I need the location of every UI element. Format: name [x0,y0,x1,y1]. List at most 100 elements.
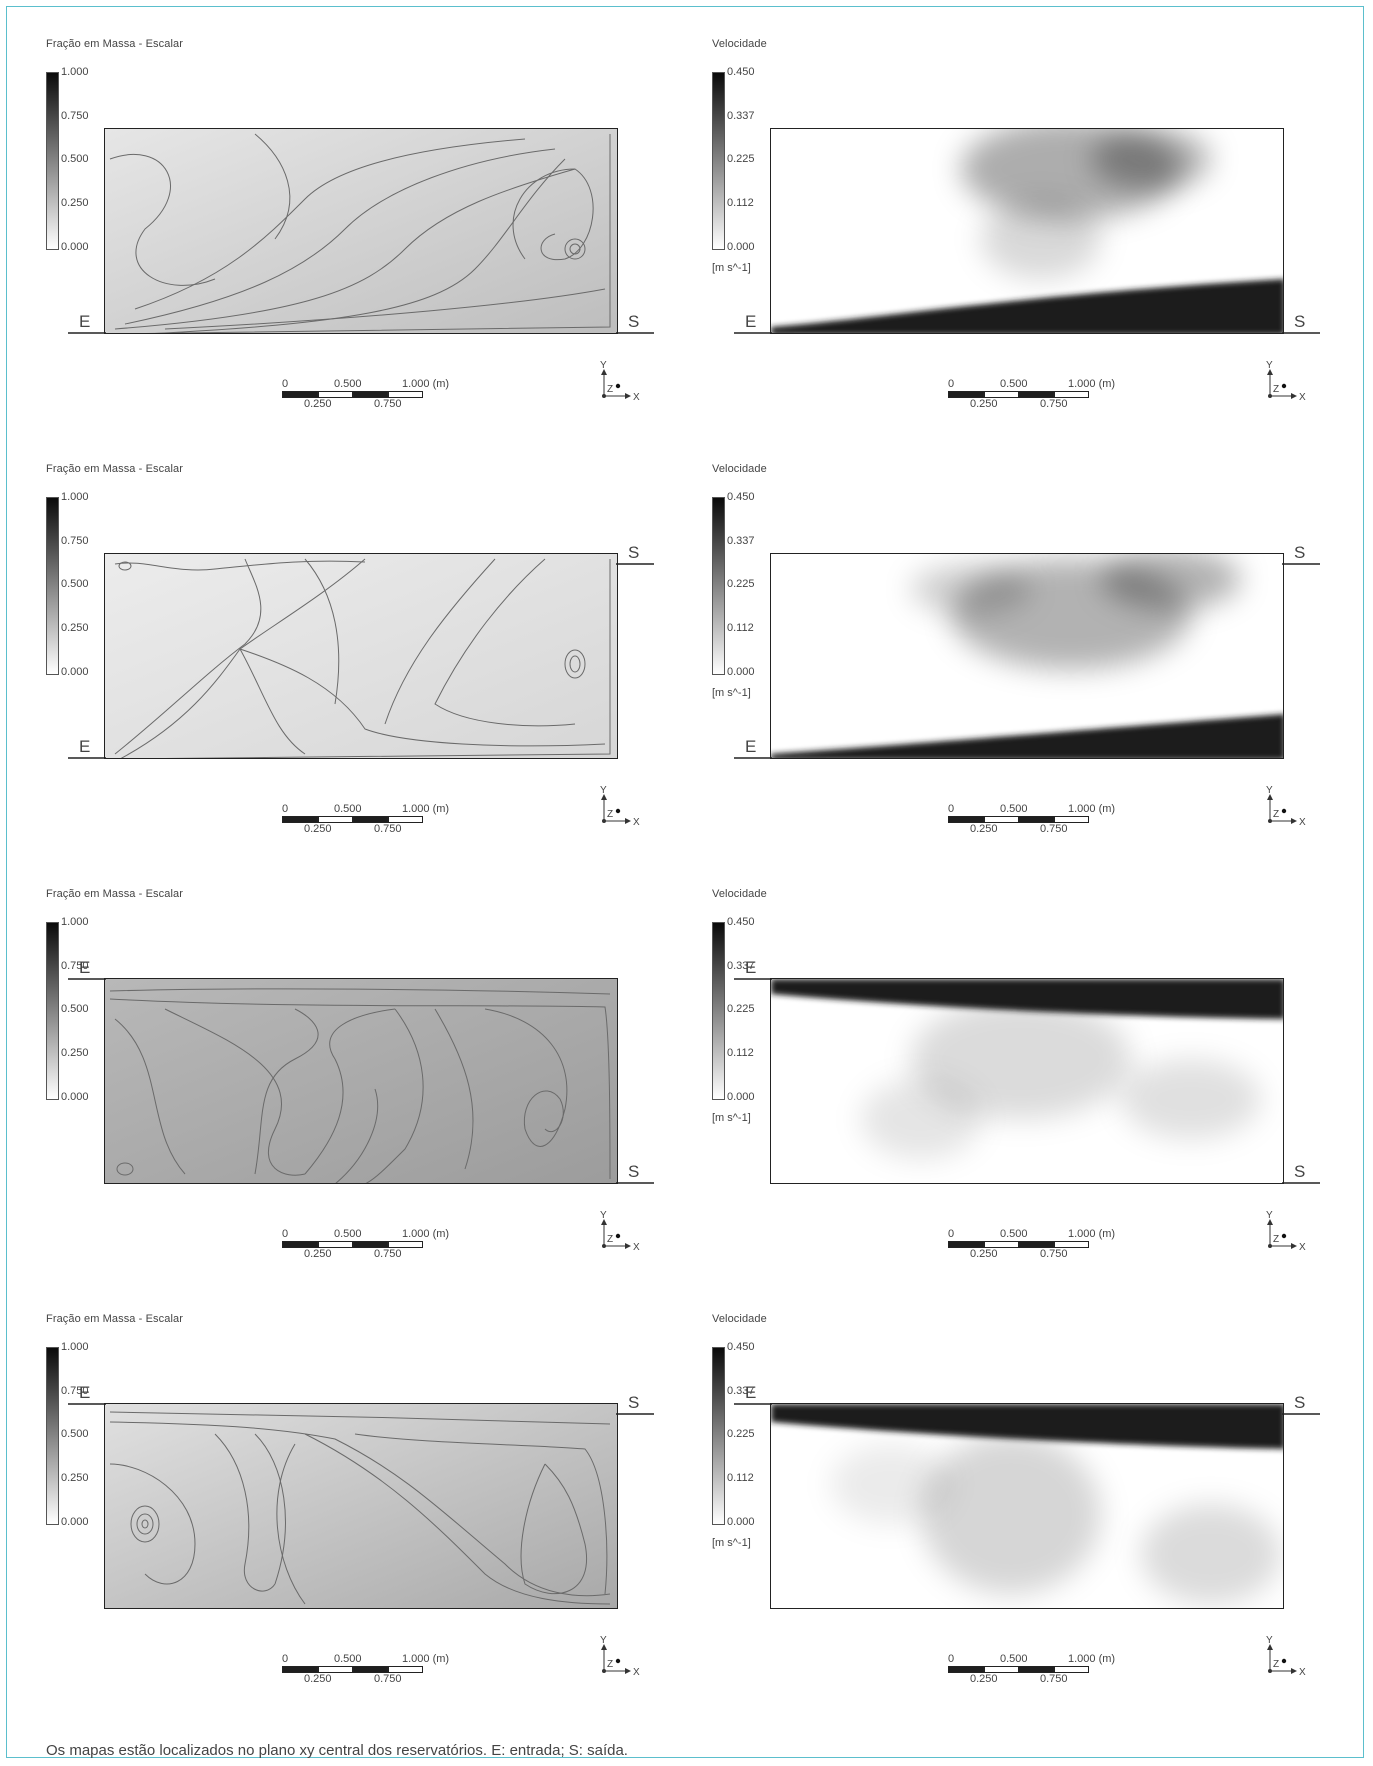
scale-bar: 0 0.500 1.000 (m) 0.250 0.750 [948,378,1138,418]
z-axis-dot [1281,383,1287,389]
outlet-label: S [1294,1162,1306,1181]
scale-segment [318,1666,353,1673]
scale-label: 0.250 [304,398,332,410]
legend-tick-label: 0.225 [727,153,755,165]
streamline [109,153,216,286]
port-lines [734,563,1320,759]
y-arrowhead [1267,794,1273,800]
x-axis-label: X [1299,1667,1306,1678]
axis-triad-icon: Y Z X [598,783,644,829]
y-axis-label: Y [600,360,607,371]
legend-tick-label: 0.250 [61,1047,89,1059]
scale-label: 1.000 (m) [1068,1653,1116,1665]
scale-label: 0 [948,1653,955,1665]
outlet-label: S [1294,312,1306,331]
scale-bar: 0 0.500 1.000 (m) 0.250 0.750 [948,803,1138,843]
axis-triad-icon: Y Z X [1264,358,1310,404]
legend-tick-label: 0.337 [727,110,755,122]
legend-tick-label: 1.000 [61,1341,89,1353]
color-legend-bar [712,497,725,675]
outlet-label: S [628,543,640,562]
velocity-field-plot [771,129,1283,333]
z-axis-dot [615,383,621,389]
z-axis-label: Z [607,384,613,395]
scale-label: 0.500 [1000,803,1028,815]
streamline [134,138,526,310]
scale-label: 0.750 [374,1673,402,1685]
inlet-label: E [745,1383,757,1402]
velocity-region [1091,129,1211,189]
z-axis-label: Z [1273,384,1279,395]
legend-tick-label: 0.000 [61,241,89,253]
y-axis-label: Y [600,1635,607,1646]
scale-label: 1.000 (m) [1068,803,1116,815]
scale-label: 0 [282,1228,289,1240]
streamline [141,1519,149,1529]
legend-units: [m s^-1] [712,262,751,274]
y-arrowhead [601,1644,607,1650]
legend-tick-label: 0.450 [727,491,755,503]
scale-label: 0.250 [970,1248,998,1260]
axis-triad-drawing: Y Z X [600,1210,640,1253]
z-axis-dot [615,1233,621,1239]
axis-triad-drawing: Y Z X [600,785,640,828]
velocity-region [911,999,1131,1119]
x-axis-label: X [1299,392,1306,403]
scale-bar: 0 0.500 1.000 (m) 0.250 0.750 [282,1228,472,1268]
high-velocity-jet [771,979,1283,1019]
panel-title: Fração em Massa - Escalar [46,38,183,50]
y-axis-label: Y [600,1210,607,1221]
axis-triad-drawing: Y Z X [1266,1635,1306,1678]
z-axis-dot [615,1658,621,1664]
scalar-panel: Fração em Massa - Escalar 1.000 0.750 0.500… [46,38,686,458]
port-lines [734,332,1320,334]
scale-bar: 0 0.500 1.000 (m) 0.250 0.750 [282,803,472,843]
legend-tick-label: 0.450 [727,1341,755,1353]
streamline [239,648,606,747]
high-velocity-jet [771,1404,1283,1449]
legend-tick-label: 1.000 [61,66,89,78]
legend-tick-label: 0.500 [61,1428,89,1440]
y-arrowhead [601,1219,607,1225]
streamline [118,561,132,571]
scale-bar: 0 0.500 1.000 (m) 0.250 0.750 [282,1653,472,1693]
x-axis-label: X [633,392,640,403]
figure-caption: Os mapas estão localizados no plano xy c… [46,1742,628,1759]
scale-label: 0.250 [304,823,332,835]
axis-triad-drawing: Y Z X [1266,785,1306,828]
x-arrowhead [1291,393,1297,399]
port-lines [68,332,654,334]
legend-tick-label: 0.500 [61,153,89,165]
scale-segment [948,1241,984,1248]
scale-label: 0.750 [1040,398,1068,410]
legend-tick-label: 0.112 [727,1047,754,1059]
panel-title: Fração em Massa - Escalar [46,888,183,900]
panel-title: Velocidade [712,38,767,50]
scalar-panel: Fração em Massa - Escalar 1.000 0.750 0.500… [46,888,686,1308]
velocity-region [981,199,1101,279]
inlet-label: E [79,1383,91,1402]
legend-tick-label: 0.750 [61,535,89,547]
x-arrowhead [625,1668,631,1674]
scale-label: 1.000 (m) [1068,1228,1116,1240]
color-legend-bar [46,72,59,250]
x-axis-label: X [633,817,640,828]
mass-fraction-map [104,553,618,759]
scale-label: 0.500 [334,803,362,815]
scale-segment [948,816,984,823]
scale-label: 0 [948,803,955,815]
map-background [105,129,617,333]
port-lines [68,1403,654,1415]
outlet-label: S [1294,1393,1306,1412]
axis-triad-drawing: Y Z X [1266,1210,1306,1253]
inlet-label: E [79,312,91,331]
streamline [564,238,586,260]
scale-label: 0.500 [1000,378,1028,390]
streamline [114,1018,186,1175]
velocity-panel: Velocidade 0.450 0.337 0.225 0.112 0.000 [m s^… [712,463,1352,883]
streamline [109,988,611,995]
legend-tick-label: 0.112 [727,197,754,209]
streamline [109,1421,611,1597]
scale-label: 0 [282,803,289,815]
legend-tick-label: 0.750 [61,960,89,972]
